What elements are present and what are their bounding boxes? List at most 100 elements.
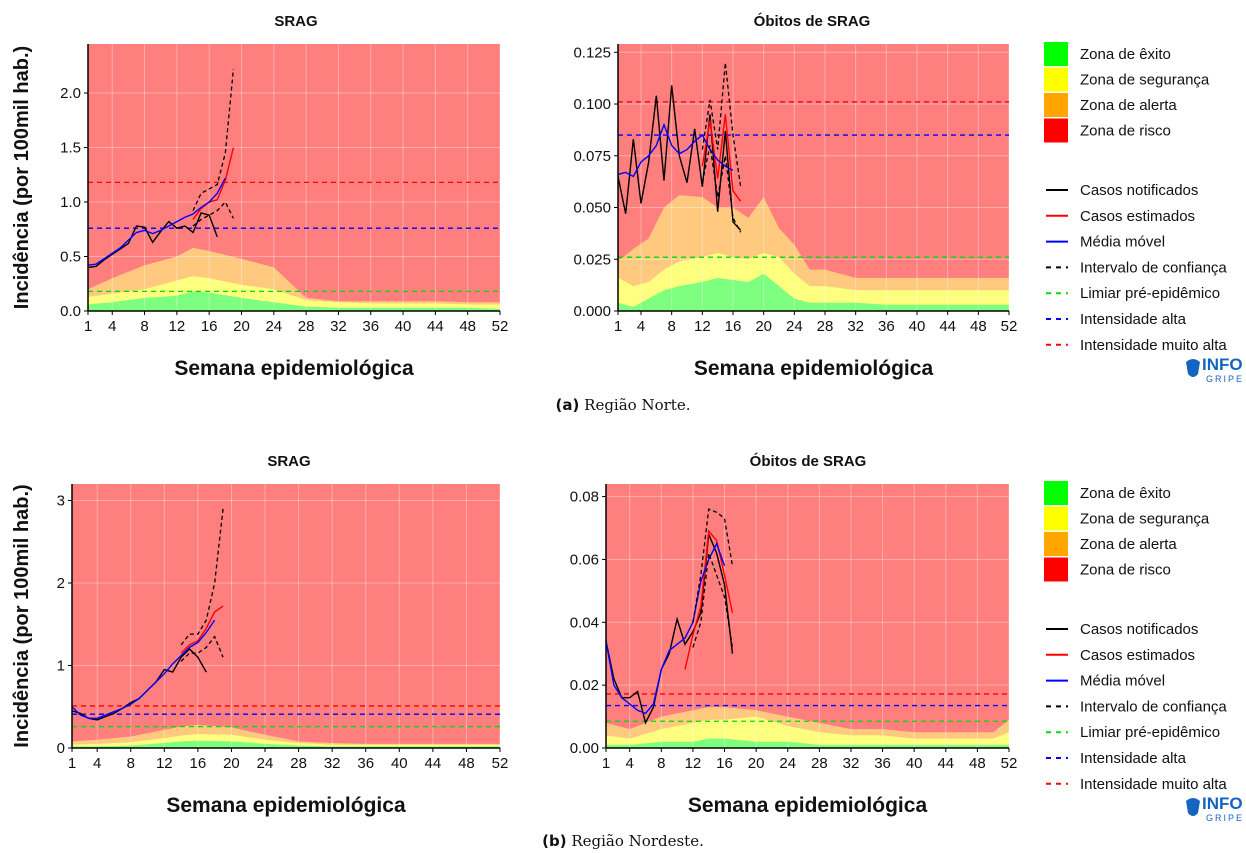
x-tick-label: 32 xyxy=(843,755,860,772)
caption-b: (b) Região Nordeste. xyxy=(0,832,1246,850)
caption-b-text: Região Nordeste. xyxy=(571,832,704,850)
chart-title: Óbitos de SRAG xyxy=(754,12,871,30)
ci-lower-line xyxy=(701,145,742,233)
legend-line-label: Limiar pré-epidêmico xyxy=(1080,285,1220,302)
legend-zone-swatch xyxy=(1044,67,1068,92)
x-tick-label: 48 xyxy=(459,318,476,335)
x-tick-label: 36 xyxy=(357,755,374,772)
x-tick-label: 32 xyxy=(330,318,347,335)
x-tick-label: 4 xyxy=(93,755,101,772)
y-tick-label: 1.0 xyxy=(60,194,81,211)
y-tick-label: 0.0 xyxy=(60,303,81,320)
success-zone xyxy=(72,740,500,748)
x-tick-label: 20 xyxy=(233,318,250,335)
x-tick-label: 32 xyxy=(324,755,341,772)
y-tick-label: 1.5 xyxy=(60,140,81,157)
legend-zone-swatch xyxy=(1044,506,1068,531)
chart-title: SRAG xyxy=(267,453,310,470)
x-axis-label: Semana epidemiológica xyxy=(694,357,934,380)
x-tick-label: 1 xyxy=(68,755,76,772)
chart-title: SRAG xyxy=(274,13,317,30)
x-tick-label: 12 xyxy=(685,755,702,772)
x-tick-label: 1 xyxy=(602,755,610,772)
x-tick-label: 16 xyxy=(725,318,742,335)
estimated-cases-line xyxy=(684,529,734,670)
legend-line-label: Intervalo de confiança xyxy=(1080,259,1227,276)
y-tick-label: 0.050 xyxy=(573,200,611,217)
x-tick-label: 12 xyxy=(694,318,711,335)
logo-text: INFO xyxy=(1202,355,1243,374)
x-tick-label: 12 xyxy=(156,755,173,772)
y-tick-label: 0.075 xyxy=(573,148,611,165)
ci-upper-line xyxy=(701,62,742,187)
logo-subtext: GRIPE xyxy=(1206,813,1244,823)
x-tick-label: 8 xyxy=(667,318,675,335)
legend-line-label: Casos notificados xyxy=(1080,621,1198,638)
x-tick-label: 44 xyxy=(937,755,954,772)
notified-cases-line xyxy=(605,534,734,725)
ci-lower-line xyxy=(192,200,234,227)
x-tick-label: 28 xyxy=(290,755,307,772)
x-tick-label: 52 xyxy=(492,318,509,335)
legend-line-label: Casos estimados xyxy=(1080,208,1195,225)
moving-average-line xyxy=(617,122,734,178)
legend-zone-swatch xyxy=(1044,118,1068,143)
x-tick-label: 48 xyxy=(970,318,987,335)
y-tick-label: 0.02 xyxy=(570,677,599,694)
y-tick-label: 0.04 xyxy=(570,614,599,631)
x-tick-label: 44 xyxy=(939,318,956,335)
estimated-cases-line xyxy=(180,605,224,654)
ci-lower-line xyxy=(180,635,224,662)
x-tick-label: 36 xyxy=(362,318,379,335)
legend-zone-swatch xyxy=(1044,557,1068,582)
legend-line-label: Intensidade muito alta xyxy=(1080,337,1227,354)
ci-lower-line xyxy=(692,552,734,648)
legend-zone-label: Zona de segurança xyxy=(1080,72,1210,89)
x-tick-label: 28 xyxy=(817,318,834,335)
y-tick-label: 0.00 xyxy=(570,740,599,757)
y-tick-label: 0.125 xyxy=(573,44,611,61)
x-tick-label: 36 xyxy=(874,755,891,772)
y-axis-label: Incidência (por 100mil hab.) xyxy=(11,484,33,747)
legend-line-label: Média móvel xyxy=(1080,234,1165,251)
notified-cases-line xyxy=(617,85,742,231)
caption-a-tag: (a) xyxy=(555,396,580,414)
x-tick-label: 32 xyxy=(847,318,864,335)
notified-cases-line xyxy=(87,212,218,269)
infogripe-logo-icon xyxy=(1186,798,1200,816)
legend-zone-label: Zona de êxito xyxy=(1080,46,1171,63)
x-tick-label: 20 xyxy=(748,755,765,772)
legend-line-label: Intensidade alta xyxy=(1080,750,1187,767)
x-tick-label: 4 xyxy=(626,755,634,772)
legend-line-label: Intensidade alta xyxy=(1080,311,1187,328)
moving-average-line xyxy=(605,541,726,715)
caption-b-tag: (b) xyxy=(542,832,567,850)
y-tick-label: 0.06 xyxy=(570,551,599,568)
x-axis-label: Semana epidemiológica xyxy=(688,794,928,817)
x-tick-label: 36 xyxy=(878,318,895,335)
x-tick-label: 8 xyxy=(127,755,135,772)
x-tick-label: 1 xyxy=(614,318,622,335)
x-tick-label: 52 xyxy=(1001,755,1018,772)
x-tick-label: 52 xyxy=(492,755,509,772)
y-tick-label: 0.08 xyxy=(570,489,599,506)
legend-zone-swatch xyxy=(1044,42,1068,66)
logo-text: INFO xyxy=(1202,794,1243,813)
x-tick-label: 4 xyxy=(637,318,645,335)
x-tick-label: 48 xyxy=(969,755,986,772)
x-tick-label: 48 xyxy=(458,755,475,772)
x-tick-label: 40 xyxy=(909,318,926,335)
legend-zone-swatch xyxy=(1044,93,1068,117)
x-tick-label: 40 xyxy=(395,318,412,335)
y-tick-label: 0.025 xyxy=(573,251,611,268)
risk-zone-bg xyxy=(606,484,1009,748)
legend-line-label: Média móvel xyxy=(1080,673,1165,690)
y-tick-label: 2 xyxy=(57,575,65,592)
x-tick-label: 40 xyxy=(906,755,923,772)
x-tick-label: 8 xyxy=(657,755,665,772)
infogripe-logo-icon xyxy=(1186,359,1200,377)
legend-zone-label: Zona de êxito xyxy=(1080,485,1171,502)
x-tick-label: 20 xyxy=(223,755,240,772)
x-tick-label: 24 xyxy=(257,755,274,772)
